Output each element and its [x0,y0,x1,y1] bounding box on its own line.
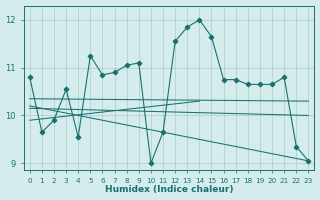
X-axis label: Humidex (Indice chaleur): Humidex (Indice chaleur) [105,185,233,194]
